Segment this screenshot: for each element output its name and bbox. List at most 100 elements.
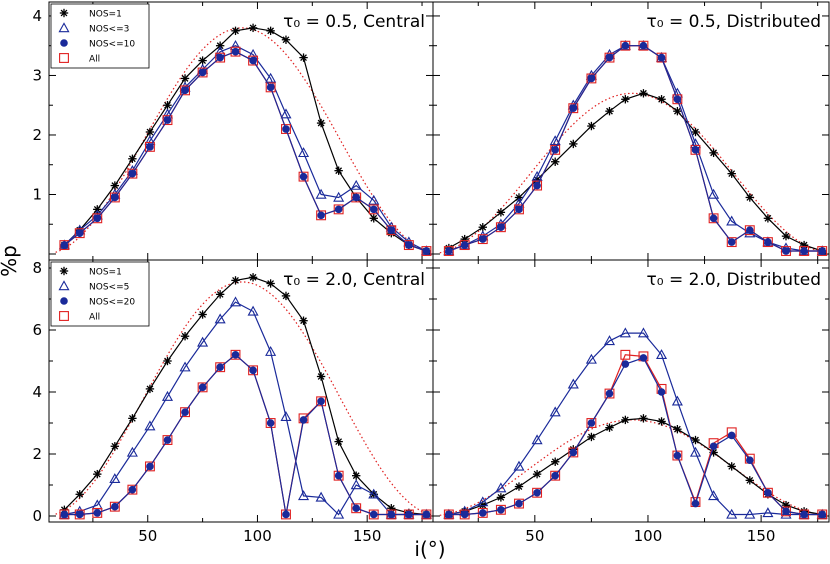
y-tick-label: 4 [32,7,42,25]
y-tick-label: 3 [32,66,42,84]
data-point [317,211,325,220]
data-point [231,47,240,56]
data-point [198,310,207,319]
data-point [198,383,207,392]
data-point [531,434,543,445]
series-line [448,332,823,516]
data-point [709,148,718,158]
legend: NOS=1 NOS<=3 NOS<=10 All [50,3,150,69]
data-point [513,460,525,471]
data-point [673,425,682,434]
data-point [514,482,524,491]
data-point [403,240,414,251]
x-tick-label: 150 [747,527,776,545]
data-point [445,247,453,255]
data-point [587,432,596,442]
series-dot [60,351,431,519]
data-point [657,388,666,396]
data-point [621,95,630,104]
data-point [74,228,85,239]
data-point [299,172,308,181]
data-point [229,296,242,307]
y-tick-label: 1 [32,185,42,203]
data-point [782,507,790,516]
series-asterisk [444,414,827,519]
data-point [230,46,241,57]
data-point [497,223,505,232]
data-point [689,446,702,457]
series-line [64,301,427,516]
data-point [762,487,773,498]
data-point [421,246,432,256]
data-point [478,223,487,232]
panel-title: τ₀ = 0.5, Central [283,12,425,32]
y-tick-label: 6 [32,321,42,339]
legend-label: NOS=1 [89,268,122,278]
series-line [63,45,427,252]
data-point [495,482,507,493]
data-point [727,169,736,178]
legend-label: All [89,313,100,323]
data-point [800,247,808,255]
data-point [405,510,413,519]
data-point [298,171,309,182]
data-point [691,435,700,445]
data-point [231,351,240,359]
y-tick-label: 8 [32,259,42,277]
data-point [550,157,560,166]
data-point [282,125,290,133]
data-point [672,450,683,461]
data-point [727,238,736,246]
data-point [587,74,596,83]
data-point [726,237,737,248]
data-point [605,53,614,62]
data-point [764,238,772,246]
data-point [109,473,121,484]
y-tick-label: 2 [32,126,42,144]
data-point [281,35,291,44]
x-tick-label: 100 [243,527,272,545]
data-point [586,418,597,428]
data-point [179,361,191,372]
data-point [59,240,70,251]
x-tick-label: 100 [634,527,663,545]
data-point [128,485,137,494]
data-point [197,336,209,347]
series-square [59,46,432,256]
data-point [744,508,756,519]
series-line [448,357,823,516]
data-point [334,471,343,480]
data-point [532,487,543,498]
data-point [569,104,578,112]
data-point [532,180,543,191]
data-point [230,349,241,360]
legend-marker [59,311,69,321]
plot-frame [432,259,830,523]
data-point [281,509,291,520]
data-point [265,82,276,93]
data-point [368,194,380,205]
data-point [128,169,137,178]
series-dot [60,47,431,255]
data-point [333,470,344,481]
data-point [818,247,827,255]
data-point [387,510,396,519]
data-point [637,327,649,338]
data-point [550,470,561,481]
data-point [478,235,487,243]
data-point [657,417,666,426]
legend-label: All [89,55,100,65]
data-point [495,222,506,233]
series-line [64,51,427,252]
data-point [352,193,361,202]
data-point [691,499,700,508]
data-point [639,414,648,423]
data-point [93,469,102,479]
data-point [248,55,259,66]
data-point [162,435,173,445]
data-point [691,127,700,137]
series-line [64,51,427,252]
data-point [567,378,579,389]
data-point [657,53,666,62]
